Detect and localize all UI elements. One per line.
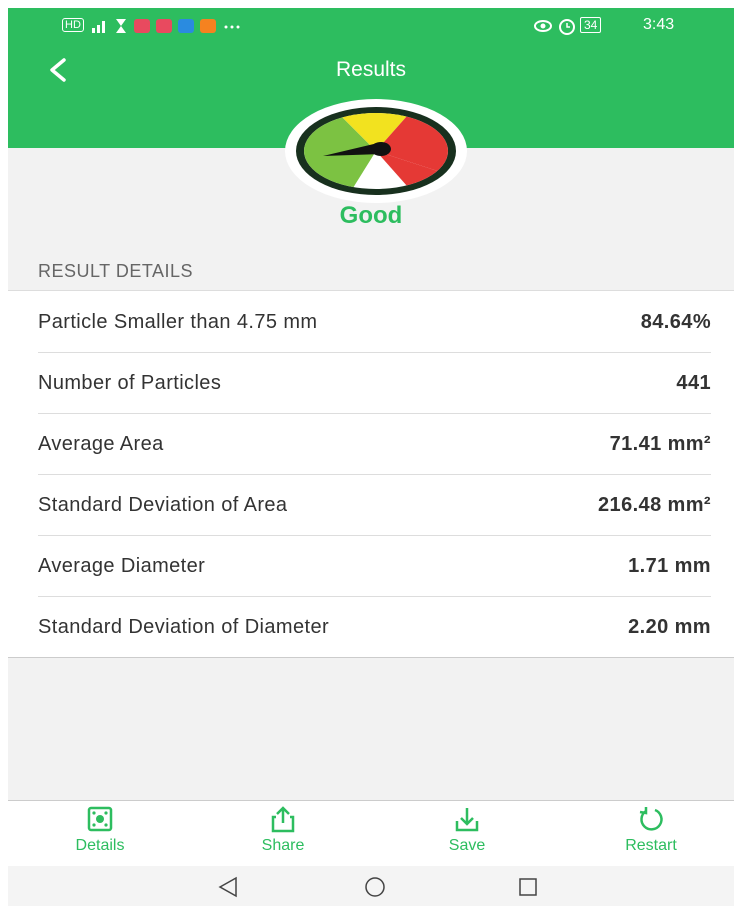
details-list: Particle Smaller than 4.75 mm 84.64% Numbe… bbox=[8, 290, 734, 658]
screen: {"status_bar": {"network": "HD", "batter… bbox=[0, 0, 734, 906]
detail-label: Standard Deviation of Diameter bbox=[38, 616, 329, 639]
nav-icon bbox=[85, 805, 115, 833]
detail-row: Average Area 71.41 mm² bbox=[38, 413, 711, 475]
result-status: Good bbox=[8, 202, 734, 230]
gauge bbox=[283, 98, 469, 204]
network-badge: HD bbox=[62, 18, 84, 32]
detail-label: Particle Smaller than 4.75 mm bbox=[38, 311, 317, 334]
nav-item[interactable]: Restart bbox=[591, 805, 711, 855]
detail-label: Standard Deviation of Area bbox=[38, 494, 287, 517]
detail-row: Number of Particles 441 bbox=[38, 352, 711, 414]
bottom-nav: Details Share Save Restart bbox=[8, 800, 734, 867]
home-key[interactable] bbox=[366, 878, 384, 896]
detail-row: Standard Deviation of Diameter 2.20 mm bbox=[38, 596, 711, 657]
nav-icon bbox=[636, 805, 666, 833]
nav-label: Restart bbox=[625, 837, 677, 854]
nav-item[interactable]: Save bbox=[407, 805, 527, 855]
section-title: RESULT DETAILS bbox=[38, 261, 193, 282]
detail-label: Average Area bbox=[38, 433, 164, 456]
nav-label: Share bbox=[262, 837, 305, 854]
clock: 3:43 bbox=[643, 16, 674, 34]
detail-value: 216.48 mm² bbox=[598, 494, 711, 517]
status-icons-right bbox=[534, 16, 584, 36]
system-nav bbox=[8, 866, 734, 906]
nav-item[interactable]: Details bbox=[40, 805, 160, 855]
system-nav-buttons bbox=[8, 866, 734, 906]
detail-row: Standard Deviation of Area 216.48 mm² bbox=[38, 474, 711, 536]
recents-key[interactable] bbox=[520, 879, 536, 895]
battery: 34 bbox=[580, 17, 601, 33]
nav-icon bbox=[452, 805, 482, 833]
detail-row: Average Diameter 1.71 mm bbox=[38, 535, 711, 597]
detail-label: Average Diameter bbox=[38, 555, 205, 578]
nav-icon bbox=[268, 805, 298, 833]
nav-label: Details bbox=[76, 837, 125, 854]
detail-value: 2.20 mm bbox=[628, 616, 711, 639]
detail-value: 84.64% bbox=[641, 311, 711, 334]
screen-title: Results bbox=[8, 58, 734, 82]
detail-value: 71.41 mm² bbox=[610, 433, 711, 456]
detail-label: Number of Particles bbox=[38, 372, 221, 395]
nav-label: Save bbox=[449, 837, 485, 854]
back-key[interactable] bbox=[220, 878, 236, 896]
status-icons bbox=[90, 16, 300, 36]
detail-row: Particle Smaller than 4.75 mm 84.64% bbox=[38, 291, 711, 353]
nav-item[interactable]: Share bbox=[223, 805, 343, 855]
detail-value: 1.71 mm bbox=[628, 555, 711, 578]
detail-value: 441 bbox=[676, 372, 711, 395]
